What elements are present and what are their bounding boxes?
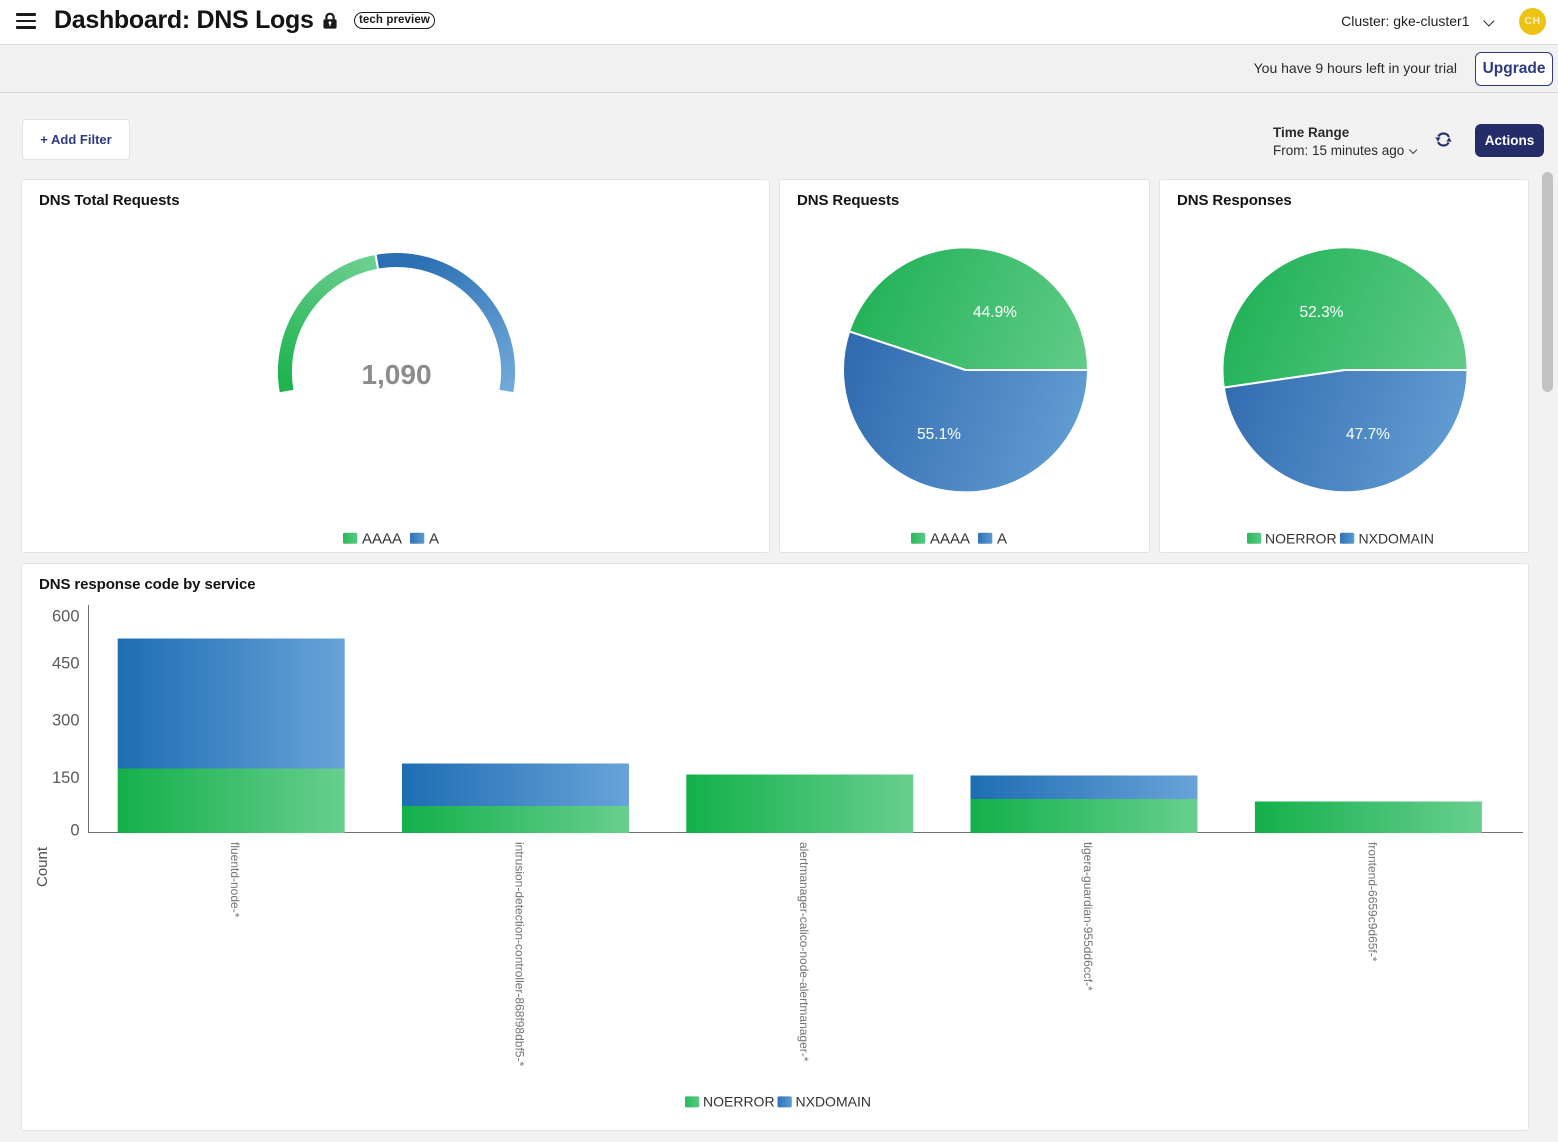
svg-text:450: 450 bbox=[52, 655, 80, 673]
svg-text:47.7%: 47.7% bbox=[1346, 426, 1390, 443]
svg-text:52.3%: 52.3% bbox=[1300, 304, 1344, 321]
svg-text:tigera-guardian-955dd6ccf-*: tigera-guardian-955dd6ccf-* bbox=[1081, 842, 1095, 991]
svg-text:300: 300 bbox=[52, 712, 80, 730]
svg-text:A: A bbox=[997, 531, 1007, 548]
svg-text:150: 150 bbox=[52, 769, 80, 787]
svg-text:44.9%: 44.9% bbox=[973, 304, 1017, 321]
svg-text:frontend-6659c9d65f-*: frontend-6659c9d65f-* bbox=[1365, 842, 1379, 962]
svg-text:AAAA: AAAA bbox=[362, 531, 402, 548]
svg-text:alertmanager-calico-node-alert: alertmanager-calico-node-alertmanager-* bbox=[797, 842, 811, 1062]
svg-text:1,090: 1,090 bbox=[361, 359, 431, 390]
svg-text:NXDOMAIN: NXDOMAIN bbox=[796, 1094, 871, 1110]
svg-text:fluentd-node-*: fluentd-node-* bbox=[228, 842, 242, 918]
svg-text:NXDOMAIN: NXDOMAIN bbox=[1359, 531, 1434, 547]
svg-text:Count: Count bbox=[34, 846, 51, 887]
svg-text:NOERROR: NOERROR bbox=[1265, 531, 1337, 547]
svg-text:0: 0 bbox=[70, 822, 79, 840]
svg-text:55.1%: 55.1% bbox=[917, 426, 961, 443]
svg-text:AAAA: AAAA bbox=[930, 531, 970, 548]
svg-text:intrusion-detection-controller: intrusion-detection-controller-868f98dbf… bbox=[513, 842, 527, 1066]
svg-text:600: 600 bbox=[52, 608, 80, 626]
svg-text:A: A bbox=[429, 531, 439, 548]
svg-text:NOERROR: NOERROR bbox=[703, 1094, 775, 1110]
